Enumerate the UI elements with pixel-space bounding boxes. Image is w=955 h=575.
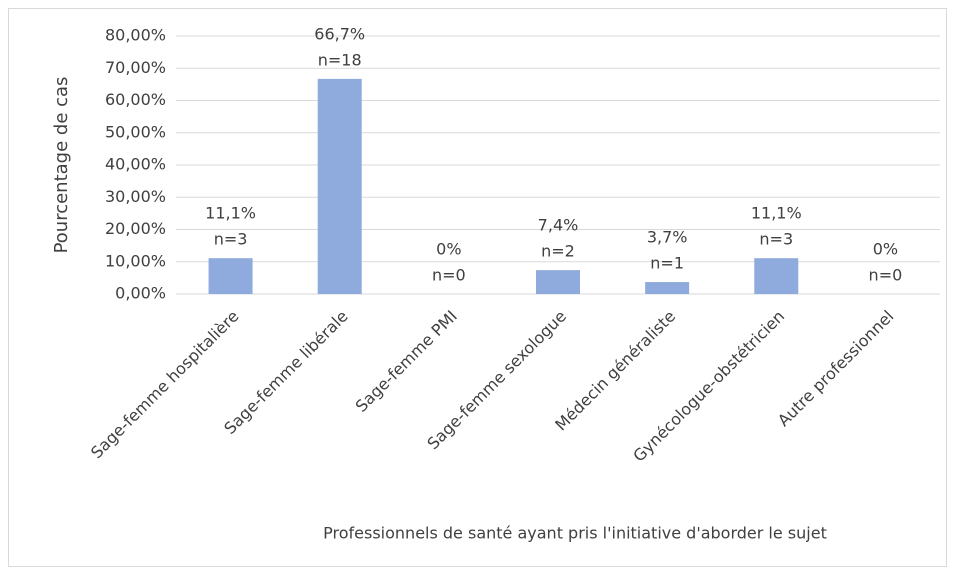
bar: [645, 282, 690, 294]
y-tick-label: 10,00%: [105, 251, 166, 270]
y-tick-label: 0,00%: [115, 284, 166, 303]
bar: [208, 258, 253, 294]
value-label: 11,1%: [751, 204, 802, 223]
count-label: n=1: [650, 254, 684, 273]
y-tick-label: 70,00%: [105, 58, 166, 77]
value-label: 0%: [436, 240, 461, 259]
x-axis-title: Professionnels de santé ayant pris l'ini…: [323, 524, 827, 543]
count-label: n=3: [759, 230, 793, 249]
value-label: 11,1%: [205, 204, 256, 223]
value-label: 66,7%: [314, 24, 365, 43]
value-label: 3,7%: [647, 228, 688, 247]
bar: [754, 258, 799, 294]
count-label: n=3: [214, 230, 248, 249]
bar: [536, 270, 580, 294]
count-label: n=18: [318, 50, 362, 69]
y-tick-label: 50,00%: [105, 122, 166, 141]
y-tick-label: 80,00%: [105, 26, 166, 45]
count-label: n=2: [541, 242, 575, 261]
y-tick-label: 60,00%: [105, 90, 166, 109]
value-label: 0%: [873, 240, 898, 259]
y-tick-label: 40,00%: [105, 155, 166, 174]
y-axis-title: Pourcentage de cas: [51, 77, 72, 254]
value-label: 7,4%: [538, 216, 579, 235]
y-tick-label: 20,00%: [105, 219, 166, 238]
bar: [317, 78, 362, 294]
count-label: n=0: [432, 266, 466, 285]
count-label: n=0: [869, 266, 903, 285]
y-tick-label: 30,00%: [105, 187, 166, 206]
